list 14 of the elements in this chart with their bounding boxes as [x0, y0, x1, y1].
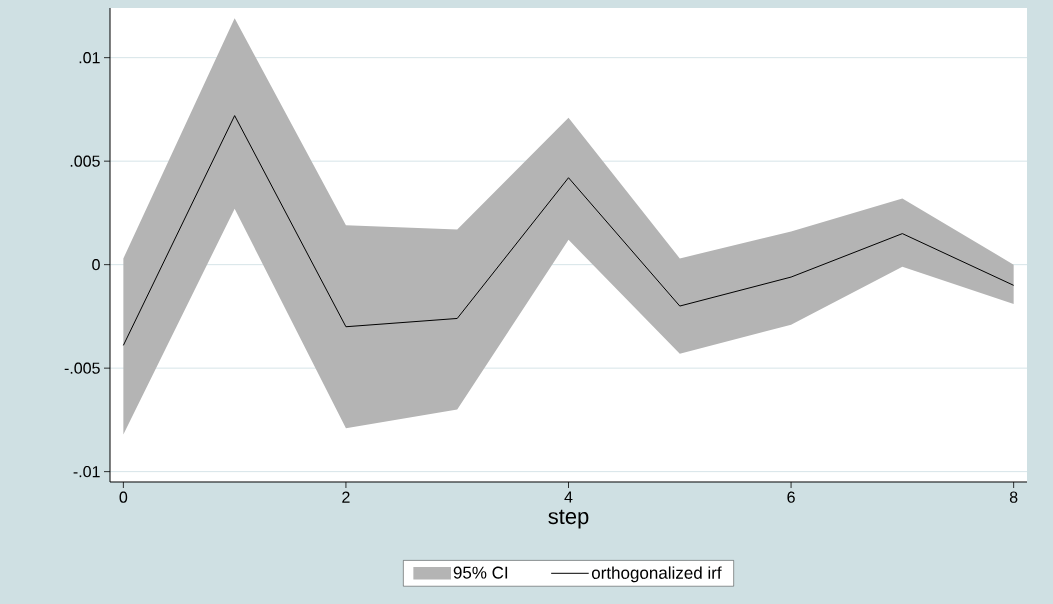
- x-tick-label: 4: [564, 491, 573, 503]
- text: 95% CI: [453, 566, 508, 579]
- x-tick-label: 6: [787, 491, 795, 503]
- x-axis-title: step: [548, 509, 589, 529]
- legend-label: orthogonalized irf: [591, 566, 722, 583]
- y-tick-label: 0: [92, 258, 100, 271]
- y-tick-label: -.005: [64, 362, 100, 374]
- line-series: [122, 115, 1015, 346]
- x-tick-label: 0: [119, 491, 128, 503]
- y-tick-label: .01: [79, 52, 100, 64]
- x-tick-label: 8: [1009, 491, 1018, 503]
- y-tick-label: -.01: [73, 465, 100, 478]
- x-tick-label: 2: [342, 491, 350, 503]
- y-tick-label: .005: [70, 155, 100, 167]
